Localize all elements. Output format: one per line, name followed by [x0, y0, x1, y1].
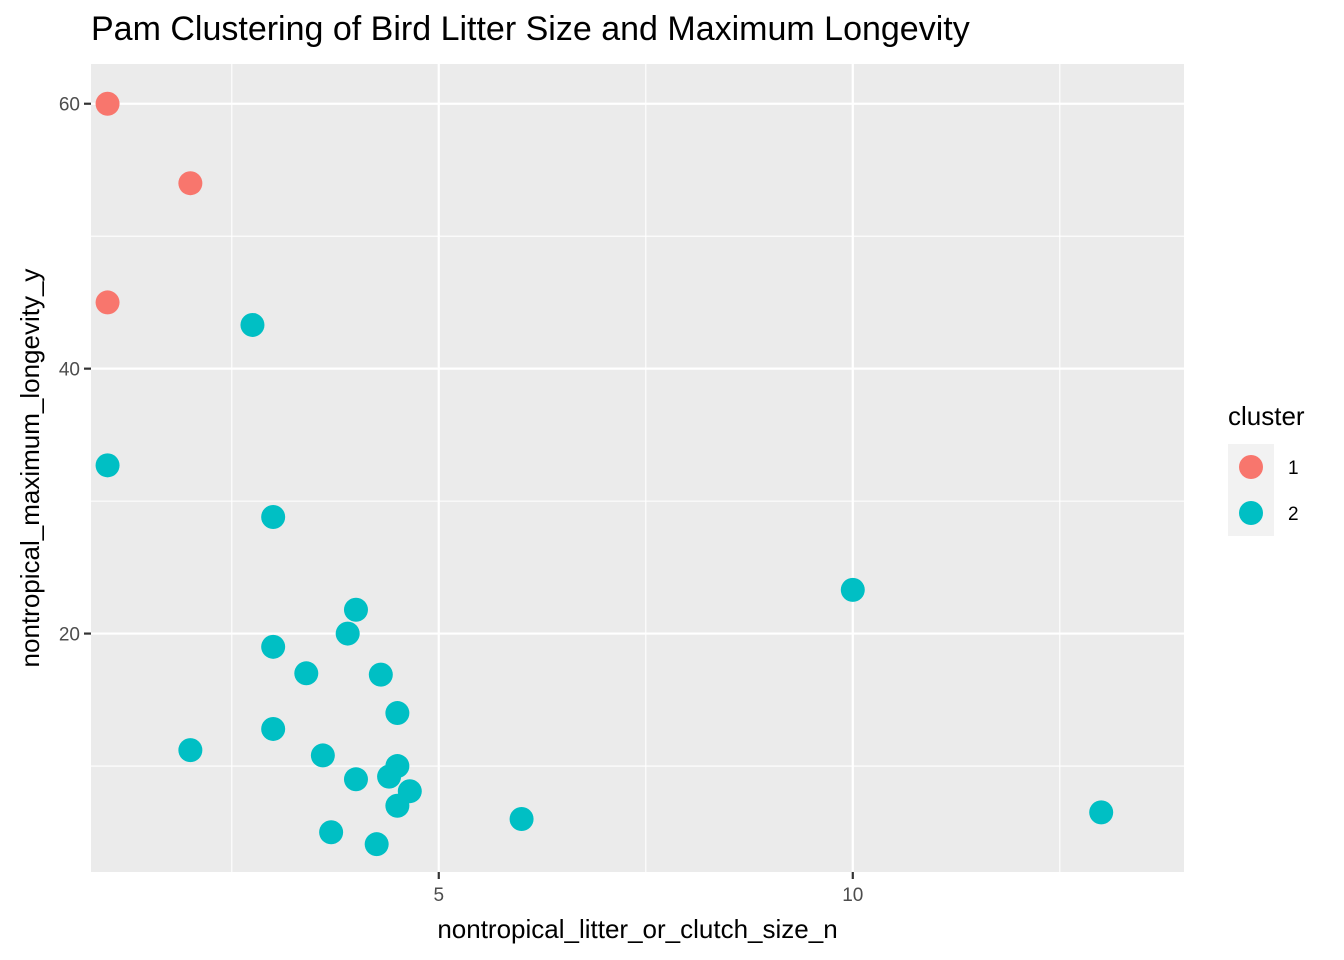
y-axis-title: nontropical_maximum_longevity_y	[15, 269, 45, 668]
data-point-cluster-2	[335, 621, 360, 646]
data-point-cluster-2	[95, 453, 120, 478]
data-point-cluster-2	[261, 505, 286, 530]
y-tick-label: 60	[59, 95, 80, 116]
data-point-cluster-2	[1089, 800, 1114, 825]
minor-gridlines	[91, 64, 1184, 872]
data-point-cluster-2	[240, 312, 265, 337]
data-point-cluster-2	[261, 716, 286, 741]
data-point-cluster-2	[261, 634, 286, 659]
plot-panel	[91, 64, 1184, 872]
major-gridlines	[91, 64, 1184, 872]
x-tick-label: 10	[842, 885, 863, 906]
data-points	[95, 91, 1114, 857]
data-point-cluster-2	[385, 793, 410, 818]
data-point-cluster-2	[840, 577, 865, 602]
legend-title: cluster	[1228, 401, 1305, 431]
data-point-cluster-2	[319, 820, 344, 845]
data-point-cluster-2	[385, 701, 410, 726]
legend-items: 12	[1228, 444, 1299, 536]
y-tick-label: 40	[59, 360, 80, 381]
legend-key-1	[1239, 455, 1263, 479]
data-point-cluster-1	[95, 290, 120, 315]
legend-label-2: 2	[1288, 504, 1299, 525]
data-point-cluster-2	[364, 832, 389, 857]
data-point-cluster-2	[310, 743, 335, 768]
data-point-cluster-2	[377, 764, 402, 789]
data-point-cluster-2	[294, 661, 319, 686]
data-point-cluster-1	[178, 171, 203, 196]
data-point-cluster-2	[368, 662, 393, 687]
data-point-cluster-1	[95, 91, 120, 116]
data-point-cluster-2	[509, 807, 534, 832]
y-tick-label: 20	[59, 625, 80, 646]
data-point-cluster-2	[343, 597, 368, 622]
x-tick-label: 5	[433, 885, 444, 906]
x-axis-title: nontropical_litter_or_clutch_size_n	[437, 914, 837, 944]
chart-title: Pam Clustering of Bird Litter Size and M…	[91, 10, 970, 48]
axis-ticks: 5 10 20 40 60	[59, 95, 863, 906]
data-point-cluster-2	[178, 738, 203, 763]
data-point-cluster-2	[343, 767, 368, 792]
legend-key-2	[1239, 501, 1263, 525]
legend: cluster 12	[1228, 401, 1305, 536]
legend-label-1: 1	[1288, 458, 1299, 479]
